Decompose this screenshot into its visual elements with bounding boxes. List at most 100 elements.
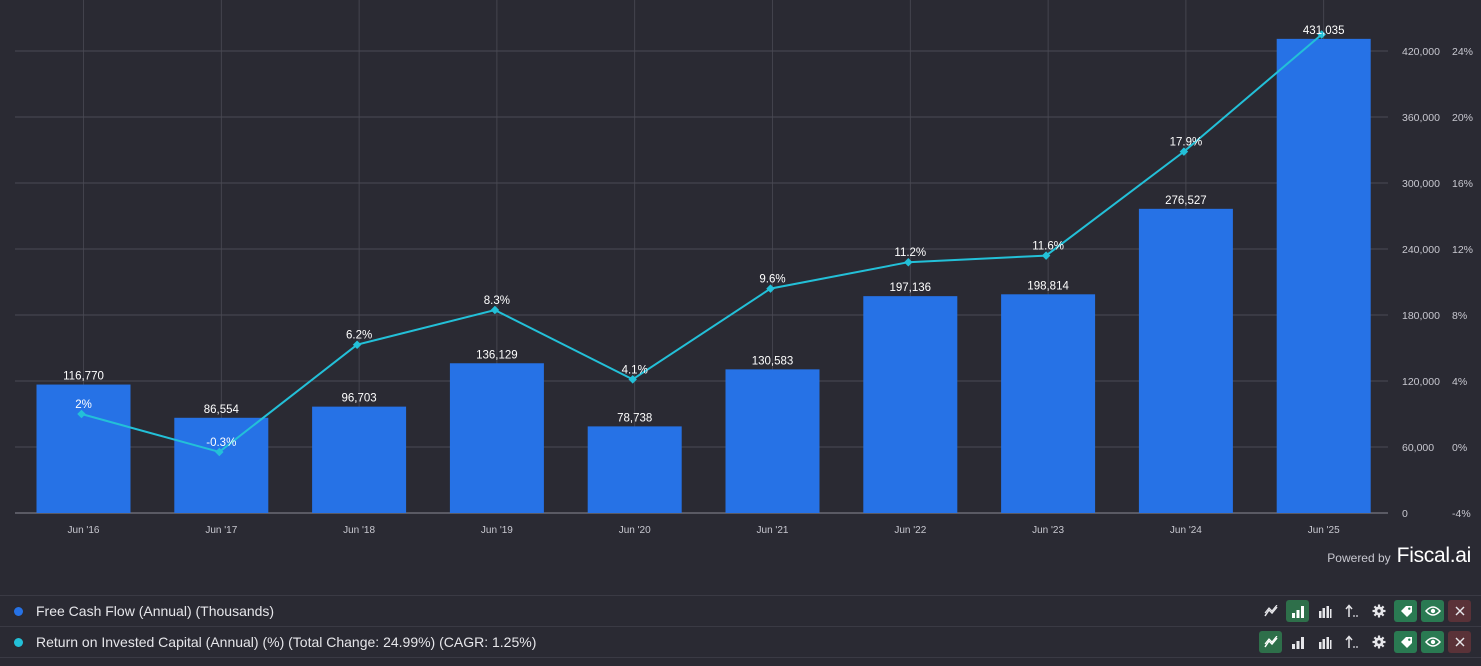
bar bbox=[1001, 294, 1096, 513]
line-value-label: 11.6% bbox=[1032, 241, 1064, 253]
y-left-tick-label: 300,000 bbox=[1402, 178, 1440, 190]
settings-button[interactable] bbox=[1367, 631, 1390, 653]
axis-labels: 0 -4% 60,000 0% 120,000 4% 180,000 8% 240,000 12%… bbox=[68, 46, 1473, 536]
line-value-label: 6.2% bbox=[346, 330, 372, 342]
bar-chart-button[interactable] bbox=[1286, 600, 1309, 622]
tag-icon bbox=[1400, 606, 1412, 617]
grouped-bar-button[interactable] bbox=[1313, 631, 1336, 653]
grouped-bar-button[interactable] bbox=[1313, 600, 1336, 622]
x-tick-label: Jun '18 bbox=[343, 525, 375, 536]
y-right-tick-label: 12% bbox=[1452, 244, 1473, 256]
visibility-button[interactable] bbox=[1421, 631, 1444, 653]
legend-label-roic: Return on Invested Capital (Annual) (%) … bbox=[36, 634, 537, 650]
line-value-label: 11.2% bbox=[894, 247, 926, 259]
y-right-tick-label: 4% bbox=[1452, 376, 1467, 388]
visibility-button[interactable] bbox=[1421, 600, 1444, 622]
x-tick-label: Jun '19 bbox=[481, 525, 513, 536]
legend-row-fcf[interactable]: Free Cash Flow (Annual) (Thousands) bbox=[0, 595, 1481, 626]
settings-icon bbox=[1372, 604, 1385, 618]
line-chart-button[interactable] bbox=[1259, 631, 1282, 653]
line-chart-button[interactable] bbox=[1259, 600, 1282, 622]
bar-value-label: 136,129 bbox=[476, 349, 518, 361]
x-tick-label: Jun '25 bbox=[1308, 525, 1340, 536]
settings-icon bbox=[1372, 635, 1385, 649]
bar bbox=[1138, 208, 1233, 513]
x-tick-label: Jun '20 bbox=[619, 525, 651, 536]
y-left-tick-label: 420,000 bbox=[1402, 46, 1440, 58]
y-right-tick-label: 24% bbox=[1452, 46, 1473, 58]
settings-button[interactable] bbox=[1367, 600, 1390, 622]
series-toolbar-fcf bbox=[1259, 600, 1471, 622]
bar bbox=[312, 406, 407, 513]
line-value-label: -0.3% bbox=[206, 437, 236, 449]
x-tick-label: Jun '21 bbox=[757, 525, 789, 536]
remove-series-button[interactable] bbox=[1448, 631, 1471, 653]
bar-value-label: 116,770 bbox=[63, 371, 104, 383]
fiscal-ai-logo: Fiscal.ai bbox=[1396, 544, 1472, 567]
eye-icon bbox=[1424, 637, 1441, 647]
tag-button[interactable] bbox=[1394, 600, 1417, 622]
bar-value-label: 130,583 bbox=[752, 355, 794, 367]
line-chart-icon bbox=[1263, 605, 1278, 617]
line-series bbox=[77, 30, 1326, 457]
remove-series-button[interactable] bbox=[1448, 600, 1471, 622]
legend-dot-roic bbox=[14, 637, 23, 647]
x-tick-label: Jun '24 bbox=[1170, 525, 1202, 536]
grouped-bar-icon bbox=[1318, 605, 1331, 618]
bar-value-label: 276,527 bbox=[1165, 195, 1207, 207]
bar bbox=[725, 369, 820, 513]
x-tick-label: Jun '22 bbox=[894, 525, 926, 536]
bar bbox=[863, 296, 958, 513]
roic-point bbox=[77, 409, 86, 419]
legend-dot-fcf bbox=[14, 606, 23, 616]
roic-point bbox=[352, 340, 362, 349]
y-right-tick-label: 0% bbox=[1452, 442, 1467, 454]
bar bbox=[449, 363, 544, 513]
roic-point bbox=[215, 447, 224, 457]
y-right-tick-label: 8% bbox=[1452, 310, 1467, 322]
series-toolbar-roic bbox=[1259, 631, 1471, 653]
bar bbox=[587, 426, 682, 513]
x-tick-label: Jun '16 bbox=[68, 525, 100, 536]
chart: 116,770 86,554 96,703 136,129 78,738 130,583 1… bbox=[15, 0, 1473, 536]
bar-series bbox=[36, 38, 1371, 513]
sort-icon bbox=[1344, 604, 1358, 617]
bar bbox=[1276, 38, 1371, 513]
line-chart-icon bbox=[1263, 636, 1278, 648]
tag-button[interactable] bbox=[1394, 631, 1417, 653]
bar-value-label: 197,136 bbox=[890, 282, 932, 294]
y-left-tick-label: 240,000 bbox=[1402, 244, 1440, 256]
line-value-label: 17.9% bbox=[1170, 137, 1203, 149]
line-value-label: 4.1% bbox=[622, 364, 648, 376]
legend-label-fcf: Free Cash Flow (Annual) (Thousands) bbox=[36, 603, 275, 619]
roic-point bbox=[628, 375, 637, 384]
bar-value-label: 96,703 bbox=[342, 393, 377, 405]
roic-point bbox=[490, 305, 500, 315]
bar-value-label: 198,814 bbox=[1027, 280, 1069, 292]
y-right-tick-label: 16% bbox=[1452, 178, 1473, 190]
y-left-tick-label: 360,000 bbox=[1402, 112, 1440, 124]
tag-icon bbox=[1400, 637, 1412, 648]
bar-chart-button[interactable] bbox=[1286, 631, 1309, 653]
eye-icon bbox=[1424, 606, 1441, 616]
powered-by-text: Powered by bbox=[1327, 551, 1391, 565]
bar-chart-icon bbox=[1291, 605, 1304, 618]
legend-row-roic[interactable]: Return on Invested Capital (Annual) (%) … bbox=[0, 626, 1481, 658]
powered-by[interactable]: Powered by Fiscal.ai bbox=[1327, 544, 1471, 568]
roic-line bbox=[81, 33, 1323, 454]
y-left-tick-label: 180,000 bbox=[1402, 310, 1440, 322]
bar bbox=[36, 384, 131, 513]
line-value-label: 8.3% bbox=[484, 295, 510, 307]
bar-value-label: 86,554 bbox=[204, 404, 240, 416]
bar-chart-icon bbox=[1291, 636, 1304, 649]
y-left-tick-label: 120,000 bbox=[1402, 376, 1440, 388]
y-right-tick-label: 20% bbox=[1452, 112, 1473, 124]
sort-icon bbox=[1344, 635, 1358, 648]
line-value-label: 9.6% bbox=[759, 274, 785, 286]
sort-button[interactable] bbox=[1340, 631, 1363, 653]
sort-button[interactable] bbox=[1340, 600, 1363, 622]
x-tick-label: Jun '17 bbox=[205, 525, 237, 536]
close-icon bbox=[1455, 637, 1464, 647]
bar-value-label: 78,738 bbox=[617, 412, 652, 424]
close-icon bbox=[1455, 606, 1464, 616]
